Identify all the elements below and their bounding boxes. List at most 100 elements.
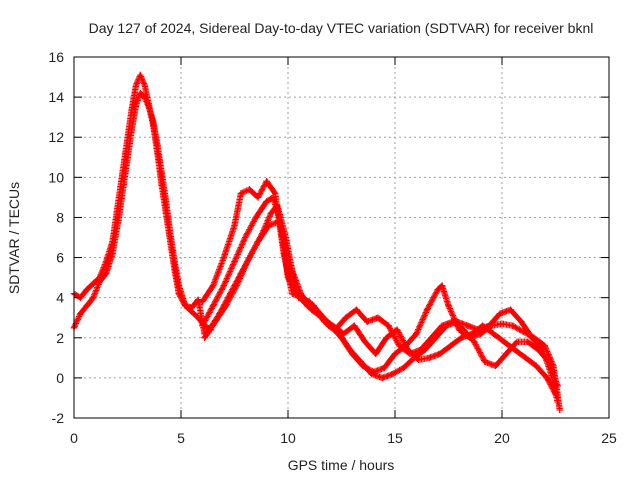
- data-point: [242, 234, 249, 241]
- data-point: [518, 318, 525, 325]
- data-point: [346, 346, 354, 354]
- data-point: [220, 254, 227, 261]
- y-tick-label: 8: [56, 209, 64, 225]
- y-tick-label: 12: [48, 129, 64, 145]
- data-point: [254, 238, 262, 245]
- data-point: [158, 182, 165, 189]
- data-point: [83, 286, 91, 293]
- data-point: [263, 178, 270, 185]
- data-point: [265, 222, 272, 229]
- data-point: [479, 322, 486, 329]
- data-point: [378, 374, 386, 382]
- series-satellite-track-F: [201, 218, 559, 398]
- data-point: [393, 326, 401, 333]
- data-point: [500, 338, 508, 345]
- data-point: [554, 382, 561, 390]
- data-point: [137, 71, 144, 79]
- data-point: [385, 322, 392, 329]
- data-point: [460, 326, 467, 333]
- data-point: [554, 398, 561, 406]
- data-point: [449, 318, 456, 325]
- y-tick-label: 6: [56, 250, 64, 266]
- data-point: [383, 334, 390, 341]
- data-point: [413, 330, 420, 337]
- data-point: [342, 314, 349, 321]
- data-point: [233, 282, 240, 289]
- data-point: [426, 354, 433, 362]
- x-tick-label: 20: [494, 430, 510, 446]
- data-point: [209, 302, 217, 309]
- data-point: [137, 89, 144, 97]
- data-point: [374, 314, 382, 321]
- data-point: [145, 101, 153, 109]
- data-point: [458, 334, 465, 341]
- data-point: [381, 364, 388, 372]
- data-point: [286, 262, 294, 269]
- data-point: [289, 290, 296, 297]
- data-point: [319, 314, 326, 321]
- data-point: [154, 150, 161, 157]
- data-point: [220, 282, 227, 289]
- data-point: [267, 210, 275, 217]
- data-point: [212, 318, 219, 325]
- data-point: [199, 322, 206, 329]
- data-point: [102, 258, 110, 265]
- data-point: [436, 350, 444, 358]
- data-point: [513, 338, 521, 345]
- y-axis-title: SDTVAR / TECUs: [6, 182, 22, 294]
- data-point: [389, 370, 397, 378]
- data-point: [271, 190, 279, 197]
- data-point: [244, 258, 251, 265]
- x-tick-label: 5: [177, 430, 185, 446]
- data-point: [351, 322, 358, 329]
- data-point: [428, 334, 435, 341]
- data-point: [209, 282, 217, 289]
- data-point: [417, 346, 424, 354]
- x-axis-ticks: 0 5 10 15 20 25: [70, 57, 617, 446]
- data-point: [77, 310, 84, 317]
- data-point: [396, 342, 403, 349]
- y-tick-label: 10: [48, 169, 64, 185]
- data-point: [490, 330, 497, 337]
- data-point: [541, 342, 548, 349]
- data-point: [201, 334, 208, 341]
- x-tick-label: 25: [601, 430, 617, 446]
- data-point: [128, 105, 135, 113]
- y-tick-label: 0: [56, 370, 64, 386]
- data-point: [404, 346, 412, 354]
- data-point: [533, 362, 540, 370]
- data-point: [297, 290, 305, 297]
- x-axis-title: GPS time / hours: [288, 457, 395, 473]
- data-point: [543, 374, 551, 382]
- data-point: [498, 320, 506, 327]
- data-point: [368, 370, 375, 378]
- data-point: [511, 346, 519, 354]
- x-tick-label: 10: [280, 430, 296, 446]
- data-point: [470, 338, 478, 345]
- data-point: [492, 362, 499, 370]
- data-point: [254, 194, 262, 201]
- data-point: [167, 238, 174, 245]
- data-point: [90, 280, 97, 287]
- data-point: [522, 354, 529, 362]
- data-point: [400, 364, 407, 372]
- data-point: [132, 81, 140, 89]
- data-point: [199, 298, 206, 305]
- data-point: [276, 218, 283, 225]
- data-point: [222, 302, 230, 309]
- plot-frame: [73, 56, 610, 419]
- data-point: [149, 121, 157, 129]
- data-point: [438, 322, 446, 329]
- y-tick-label: 2: [56, 330, 64, 346]
- data-point: [481, 358, 489, 366]
- data-point: [503, 350, 510, 358]
- data-point: [434, 286, 441, 293]
- data-point: [445, 302, 452, 309]
- data-point: [340, 330, 347, 337]
- data-point: [361, 338, 369, 345]
- data-point: [263, 198, 270, 205]
- y-tick-label: 16: [48, 49, 64, 65]
- data-point: [246, 186, 253, 193]
- data-point: [231, 258, 238, 265]
